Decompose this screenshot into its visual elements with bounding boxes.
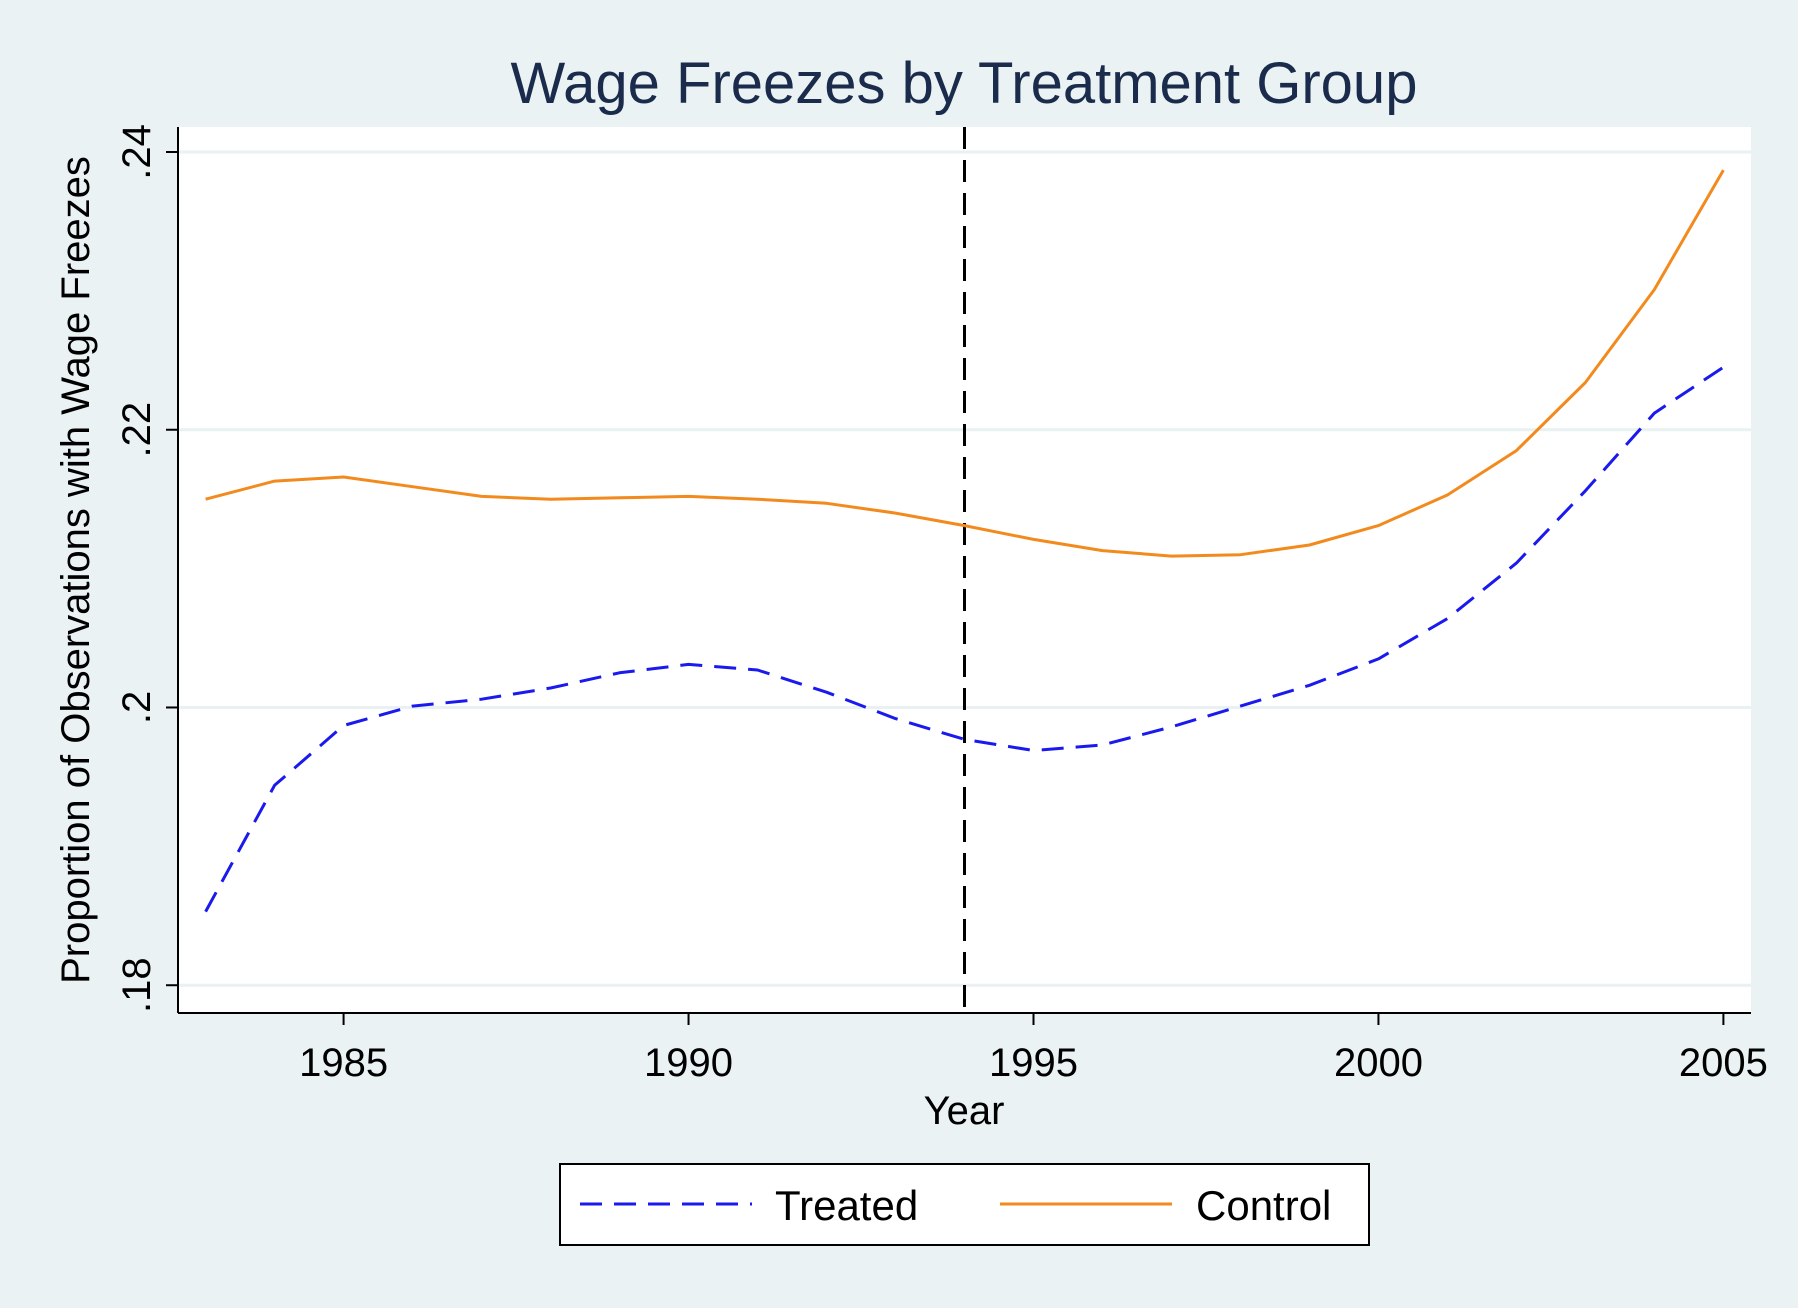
legend: Treated Control	[559, 1163, 1370, 1246]
y-tick-label: .22	[115, 402, 159, 458]
x-axis-ticks: 1985 1990 1995 2000 2005	[299, 1013, 1768, 1085]
series-layer	[204, 169, 1725, 913]
y-axis-label: Proportion of Observations with Wage Fre…	[54, 156, 98, 984]
legend-label-treated: Treated	[775, 1182, 918, 1229]
x-tick-label: 2000	[1334, 1041, 1423, 1085]
y-tick-label: .24	[115, 124, 159, 180]
x-tick-label: 1995	[989, 1041, 1078, 1085]
y-tick-label: .2	[115, 691, 159, 724]
legend-label-control: Control	[1196, 1182, 1331, 1229]
series-line-treated	[204, 365, 1725, 913]
x-tick-label: 1985	[299, 1041, 388, 1085]
y-axis-ticks: .18 .2 .22 .24	[115, 124, 178, 1013]
x-tick-label: 1990	[644, 1041, 733, 1085]
x-axis-label: Year	[924, 1089, 1005, 1133]
x-tick-label: 2005	[1679, 1041, 1768, 1085]
y-tick-label: .18	[115, 957, 159, 1013]
series-line-control	[205, 169, 1725, 558]
chart-title: Wage Freezes by Treatment Group	[511, 51, 1418, 116]
